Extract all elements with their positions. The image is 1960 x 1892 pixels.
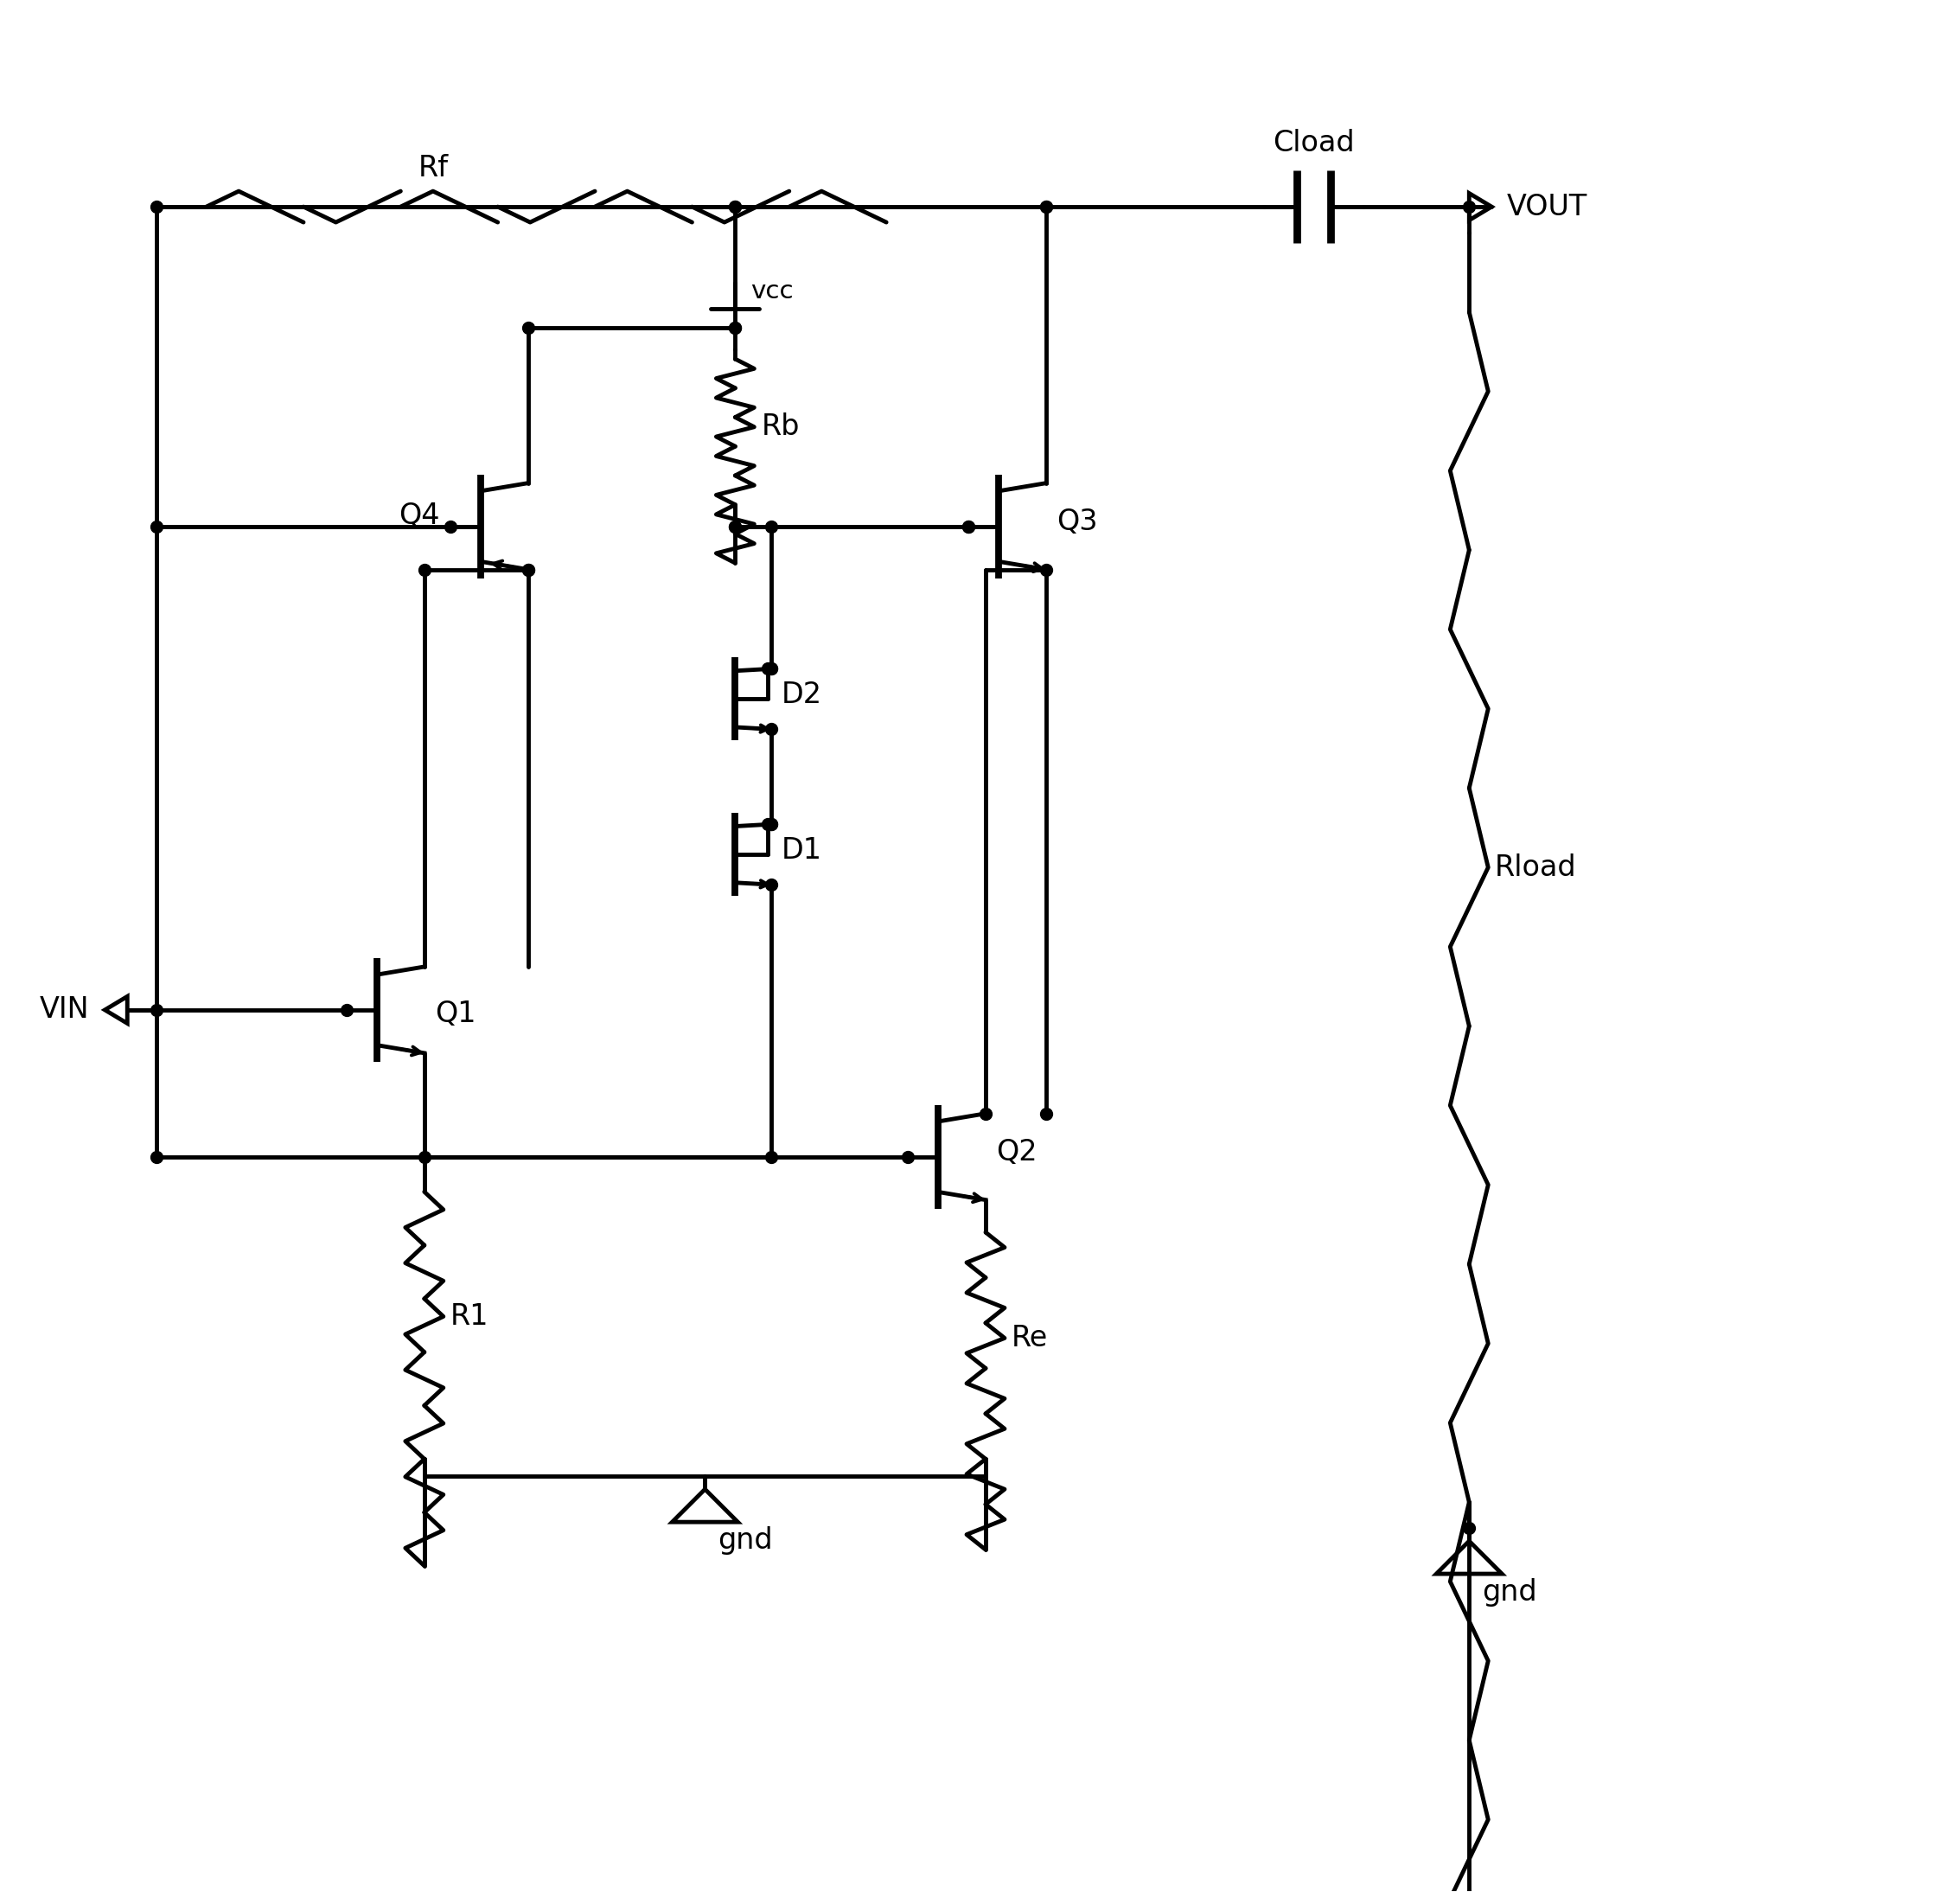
Text: gnd: gnd [717, 1527, 772, 1555]
Text: gnd: gnd [1482, 1578, 1537, 1606]
Text: Cload: Cload [1272, 129, 1354, 157]
Text: Re: Re [1011, 1324, 1049, 1353]
Text: VOUT: VOUT [1507, 193, 1588, 221]
Text: Q4: Q4 [398, 501, 439, 530]
Text: R1: R1 [451, 1302, 488, 1330]
Text: D2: D2 [780, 681, 821, 710]
Text: D1: D1 [780, 836, 821, 865]
Text: Q1: Q1 [435, 1001, 476, 1029]
Text: Rload: Rload [1495, 853, 1578, 882]
Text: Rb: Rb [760, 412, 800, 441]
Text: Q2: Q2 [996, 1139, 1037, 1167]
Text: VIN: VIN [39, 995, 90, 1024]
Text: Q3: Q3 [1056, 507, 1098, 535]
Text: vcc: vcc [751, 280, 794, 303]
Text: Rf: Rf [417, 153, 449, 182]
